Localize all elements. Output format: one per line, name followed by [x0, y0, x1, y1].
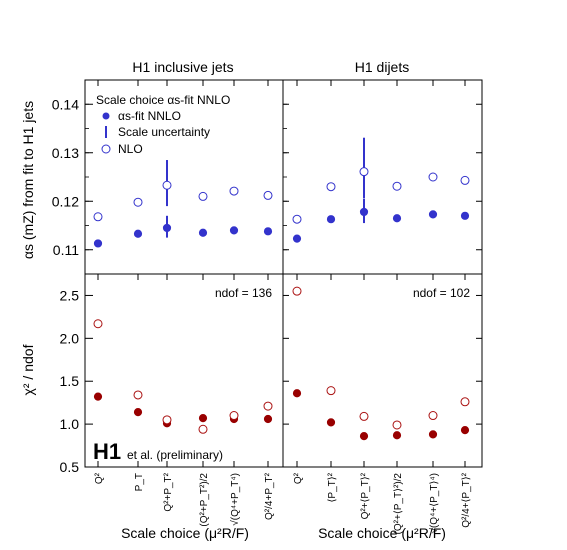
- y-tick-label-2-0: 0.5: [60, 459, 80, 475]
- data-point-1-0-2: [359, 207, 369, 217]
- data-point-1-1-1: [326, 182, 336, 192]
- data-point-0-0-4: [229, 226, 239, 235]
- data-point-0-1-1: [133, 197, 143, 207]
- x-axis-label-left: Scale choice (μ²R/F): [121, 525, 249, 541]
- data-point-0-0-3: [198, 228, 208, 237]
- legend-marker-nnlo: [102, 112, 110, 120]
- data-point-0-0-5: [263, 227, 273, 236]
- panel-title-dijets: H1 dijets: [355, 59, 409, 75]
- x-category-label-3-5: Q²/4+⟨P_T⟩²: [461, 472, 472, 527]
- data-point-3-0-5: [460, 426, 470, 435]
- y-axis-label-alphas: αs (mZ) from fit to H1 jets: [20, 101, 36, 259]
- data-point-3-0-4: [428, 430, 438, 439]
- data-point-0-0-2: [162, 223, 172, 233]
- y-tick-label-0-1: 0.12: [52, 193, 79, 209]
- y-tick-label-2-3: 2.0: [60, 330, 80, 346]
- x-category-label-2-1: P_T: [134, 473, 145, 491]
- data-point-0-1-2: [162, 180, 172, 190]
- x-category-label-3-1: ⟨P_T⟩²: [327, 472, 338, 502]
- data-point-2-1-4: [229, 411, 239, 421]
- data-point-3-0-0: [292, 389, 302, 398]
- y-tick-label-2-1: 1.0: [60, 416, 80, 432]
- data-point-0-1-5: [263, 190, 273, 200]
- x-category-label-3-3: (Q²+⟨P_T⟩²)/2: [393, 473, 404, 535]
- x-category-label-2-2: Q²+P_T²: [163, 472, 174, 511]
- data-point-3-0-3: [392, 431, 402, 440]
- data-point-2-1-1: [133, 390, 143, 400]
- x-category-label-2-4: √(Q⁴+P_T⁴): [229, 473, 241, 526]
- data-point-0-1-4: [229, 186, 239, 196]
- y-tick-label-2-2: 1.5: [60, 373, 80, 389]
- x-category-label-2-5: Q²/4+P_T²: [264, 472, 275, 520]
- data-point-3-1-5: [460, 397, 470, 407]
- data-point-1-0-5: [460, 211, 470, 220]
- data-point-1-1-3: [392, 181, 402, 191]
- y-tick-label-0-0: 0.11: [53, 242, 79, 258]
- data-point-1-0-3: [392, 214, 402, 223]
- legend-title: Scale choice αs-fit NNLO: [96, 93, 230, 107]
- y-tick-label-0-2: 0.13: [52, 145, 79, 161]
- legend-entry-scale: Scale uncertainty: [118, 125, 210, 139]
- data-point-2-0-0: [93, 392, 103, 401]
- data-point-3-1-0: [292, 286, 302, 296]
- chart-marks: 0.11 0.12 0.13 0.14 0.5 1.0 1.5 2.0 2.5 Q² P_T Q²+P…: [52, 79, 482, 535]
- legend-entry-nnlo: αs-fit NNLO: [118, 109, 181, 123]
- legend-marker-nlo: [101, 144, 111, 154]
- x-category-label-3-2: Q²+⟨P_T⟩²: [360, 472, 371, 519]
- data-point-2-0-5: [263, 414, 273, 424]
- data-point-2-1-2: [162, 415, 172, 425]
- y-tick-label-2-4: 2.5: [60, 287, 80, 303]
- ndof-label-dijets: ndof = 102: [413, 286, 470, 300]
- ndof-label-inclusive: ndof = 136: [215, 286, 272, 300]
- x-category-label-2-0: Q²: [94, 472, 105, 484]
- data-point-2-1-5: [263, 401, 273, 411]
- data-point-1-0-0: [292, 234, 302, 243]
- data-point-1-1-2: [359, 167, 369, 177]
- y-tick-label-0-3: 0.14: [52, 96, 79, 112]
- data-point-2-1-0: [93, 319, 103, 329]
- data-point-1-1-5: [460, 175, 470, 185]
- data-point-3-1-3: [392, 420, 402, 430]
- x-category-label-3-0: Q²: [293, 472, 304, 484]
- legend-entry-nlo: NLO: [118, 142, 143, 156]
- x-category-label-3-4: √(Q⁴+⟨P_T⟩⁴): [428, 473, 440, 534]
- data-point-3-0-1: [326, 418, 336, 427]
- data-point-0-1-3: [198, 191, 208, 201]
- data-point-1-0-4: [428, 210, 438, 219]
- x-axis-label-right: Scale choice (μ²R/F): [318, 525, 446, 541]
- data-point-1-0-1: [326, 215, 336, 224]
- data-point-1-1-4: [428, 172, 438, 182]
- x-category-label-2-3: (Q²+P_T²)/2: [199, 473, 210, 527]
- h1-logo: H1: [93, 439, 121, 464]
- data-point-1-1-0: [292, 214, 302, 224]
- y-axis-label-chi2: χ² / ndof: [20, 344, 36, 395]
- data-point-3-1-4: [428, 411, 438, 421]
- data-point-0-0-0: [93, 239, 103, 248]
- data-point-0-0-1: [133, 229, 143, 238]
- data-point-2-1-3: [198, 424, 208, 434]
- h1-subtitle: et al. (preliminary): [127, 448, 223, 462]
- data-point-2-0-1: [133, 408, 143, 417]
- data-point-0-1-0: [93, 212, 103, 222]
- data-point-2-0-3: [198, 414, 208, 423]
- data-point-3-0-2: [359, 432, 369, 441]
- data-point-3-1-2: [359, 411, 369, 421]
- panel-title-inclusive: H1 inclusive jets: [132, 59, 233, 75]
- data-point-3-1-1: [326, 386, 336, 396]
